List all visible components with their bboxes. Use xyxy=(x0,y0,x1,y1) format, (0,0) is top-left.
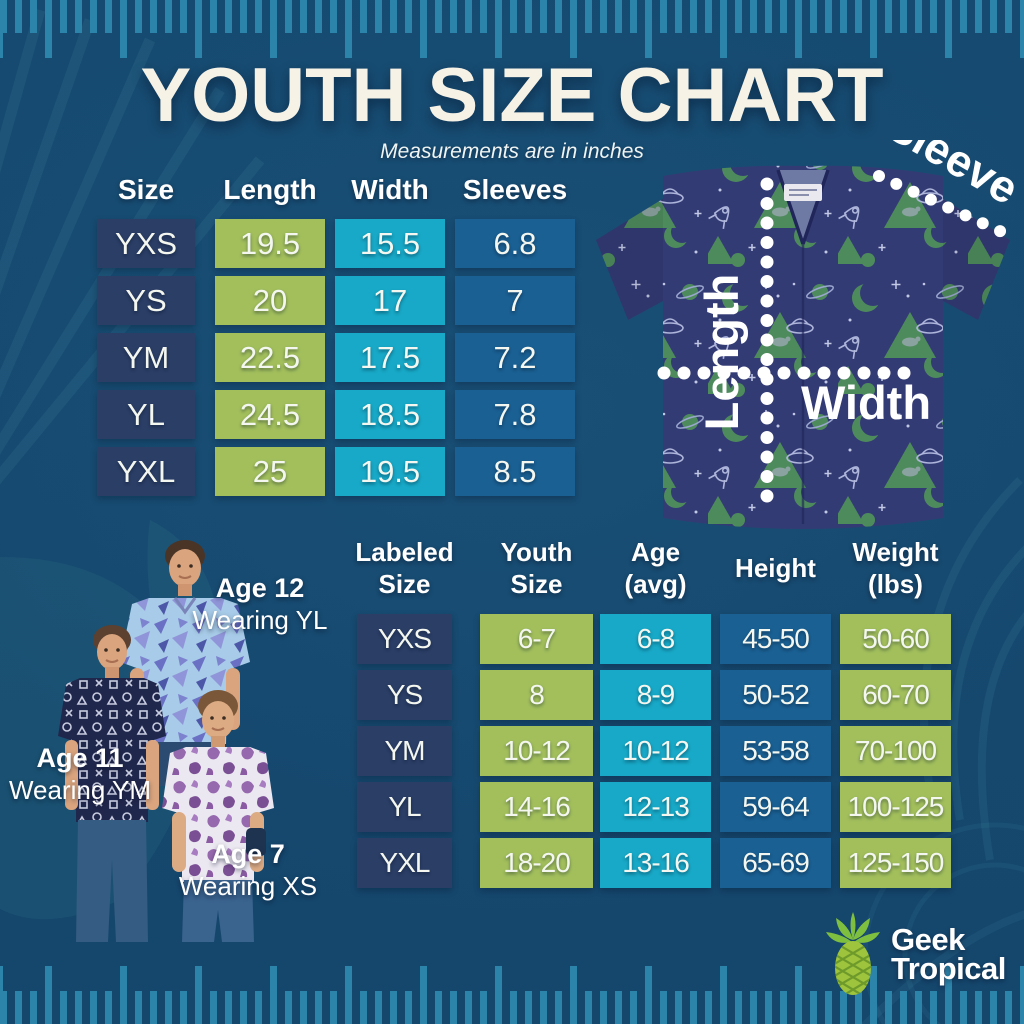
youth-size-cell: 14-16 xyxy=(480,782,593,832)
weight-cell: 125-150 xyxy=(840,838,951,888)
height-cell: 59-64 xyxy=(720,782,831,832)
width-column-header: Width xyxy=(351,174,429,205)
size-cell: YXS xyxy=(97,219,195,268)
shirt-neck-label xyxy=(784,184,822,201)
height-cell: 53-58 xyxy=(720,726,831,776)
table-row: YM 22.5 17.5 7.2 xyxy=(97,333,575,382)
size-cell: YL xyxy=(97,390,195,439)
model-age-11 xyxy=(58,625,166,942)
sleeves-cell: 7.8 xyxy=(455,390,575,439)
ruler-top xyxy=(0,0,1024,58)
youth-size-cell: 18-20 xyxy=(480,838,593,888)
length-cell: 25 xyxy=(215,447,325,496)
age-cell: 8-9 xyxy=(600,670,711,720)
age-cell: 6-8 xyxy=(600,614,711,664)
weight-column-header: Weight (lbs) xyxy=(852,536,939,600)
width-cell: 17.5 xyxy=(335,333,445,382)
size-table-header-row: Size Length Width Sleeves xyxy=(97,172,575,208)
height-cell: 65-69 xyxy=(720,838,831,888)
width-cell: 18.5 xyxy=(335,390,445,439)
weight-cell: 50-60 xyxy=(840,614,951,664)
labeled-size-cell: YS xyxy=(357,670,452,720)
age-cell: 12-13 xyxy=(600,782,711,832)
pineapple-icon xyxy=(826,912,880,995)
size-column-header: Size xyxy=(117,174,175,205)
age-cell: 10-12 xyxy=(600,726,711,776)
model-wearing-text: Wearing XS xyxy=(178,870,318,901)
table-row: YXL 18-20 13-16 65-69 125-150 xyxy=(357,838,951,888)
height-cell: 50-52 xyxy=(720,670,831,720)
weight-cell: 60-70 xyxy=(840,670,951,720)
logo-wordmark: Geek Tropical xyxy=(891,921,1006,986)
model-label: Age 11 Wearing YM xyxy=(0,742,166,807)
age-column-header: Age (avg) xyxy=(624,536,687,600)
height-column-header: Height xyxy=(735,552,816,583)
sleeve-dotted-line xyxy=(873,170,1008,238)
fit-table-header-row: Labeled Size Youth Size Age (avg) Height… xyxy=(355,528,951,608)
shirt-width-label: Width xyxy=(801,376,931,429)
weight-cell: 100-125 xyxy=(840,782,951,832)
shirt-length-label: Length xyxy=(695,274,748,431)
shirt-measurement-diagram: Length Width Sleeve xyxy=(596,140,1024,529)
model-age-7 xyxy=(162,690,274,942)
page-title: YOUTH SIZE CHART xyxy=(140,53,884,138)
model-age-text: Age 7 xyxy=(211,839,285,869)
model-wearing-text: Wearing YM xyxy=(8,774,152,805)
table-row: YXS 6-7 6-8 45-50 50-60 xyxy=(357,614,951,664)
youth-size-cell: 8 xyxy=(480,670,593,720)
ruler-top-tall-ticks xyxy=(0,0,1024,58)
brand-logo: Geek Tropical xyxy=(822,910,1006,998)
weight-cell: 70-100 xyxy=(840,726,951,776)
table-row: YL 24.5 18.5 7.8 xyxy=(97,390,575,439)
labeled-size-column-header: Labeled Size xyxy=(355,536,454,600)
width-cell: 17 xyxy=(335,276,445,325)
youth-size-column-header: Youth Size xyxy=(500,536,573,600)
table-row: YS 8 8-9 50-52 60-70 xyxy=(357,670,951,720)
height-cell: 45-50 xyxy=(720,614,831,664)
length-column-header: Length xyxy=(223,174,317,205)
model-photos: Age 12 Wearing YL Age 11 Wearing YM Age … xyxy=(0,540,362,942)
width-cell: 15.5 xyxy=(335,219,445,268)
page-subtitle: Measurements are in inches xyxy=(380,140,644,163)
fit-guide-table: Labeled Size Youth Size Age (avg) Height… xyxy=(355,528,951,894)
size-cell: YXL xyxy=(97,447,195,496)
size-cell: YM xyxy=(97,333,195,382)
logo-line-2: Tropical xyxy=(891,951,1006,986)
sleeves-cell: 6.8 xyxy=(455,219,575,268)
age-cell: 13-16 xyxy=(600,838,711,888)
table-row: YXS 19.5 15.5 6.8 xyxy=(97,219,575,268)
length-cell: 20 xyxy=(215,276,325,325)
labeled-size-cell: YXS xyxy=(357,614,452,664)
sleeves-cell: 8.5 xyxy=(455,447,575,496)
youth-size-cell: 10-12 xyxy=(480,726,593,776)
model-wearing-text: Wearing YL xyxy=(192,604,328,635)
model-label: Age 12 Wearing YL xyxy=(185,572,335,637)
width-cell: 19.5 xyxy=(335,447,445,496)
labeled-size-cell: YL xyxy=(357,782,452,832)
length-cell: 19.5 xyxy=(215,219,325,268)
size-cell: YS xyxy=(97,276,195,325)
length-cell: 22.5 xyxy=(215,333,325,382)
table-row: YXL 25 19.5 8.5 xyxy=(97,447,575,496)
table-row: YS 20 17 7 xyxy=(97,276,575,325)
table-row: YL 14-16 12-13 59-64 100-125 xyxy=(357,782,951,832)
youth-size-cell: 6-7 xyxy=(480,614,593,664)
shirt-illustration xyxy=(596,165,1010,529)
model-age-text: Age 12 xyxy=(215,573,305,603)
length-cell: 24.5 xyxy=(215,390,325,439)
logo-line-1: Geek xyxy=(891,921,965,957)
model-photos-illustration xyxy=(58,540,274,942)
size-measurements-table: Size Length Width Sleeves YXS 19.5 15.5 … xyxy=(97,172,575,504)
sleeves-column-header: Sleeves xyxy=(462,174,568,205)
labeled-size-cell: YM xyxy=(357,726,452,776)
model-age-text: Age 11 xyxy=(36,743,124,773)
sleeves-cell: 7.2 xyxy=(455,333,575,382)
model-label: Age 7 Wearing XS xyxy=(166,838,330,903)
labeled-size-cell: YXL xyxy=(357,838,452,888)
table-row: YM 10-12 10-12 53-58 70-100 xyxy=(357,726,951,776)
sleeves-cell: 7 xyxy=(455,276,575,325)
